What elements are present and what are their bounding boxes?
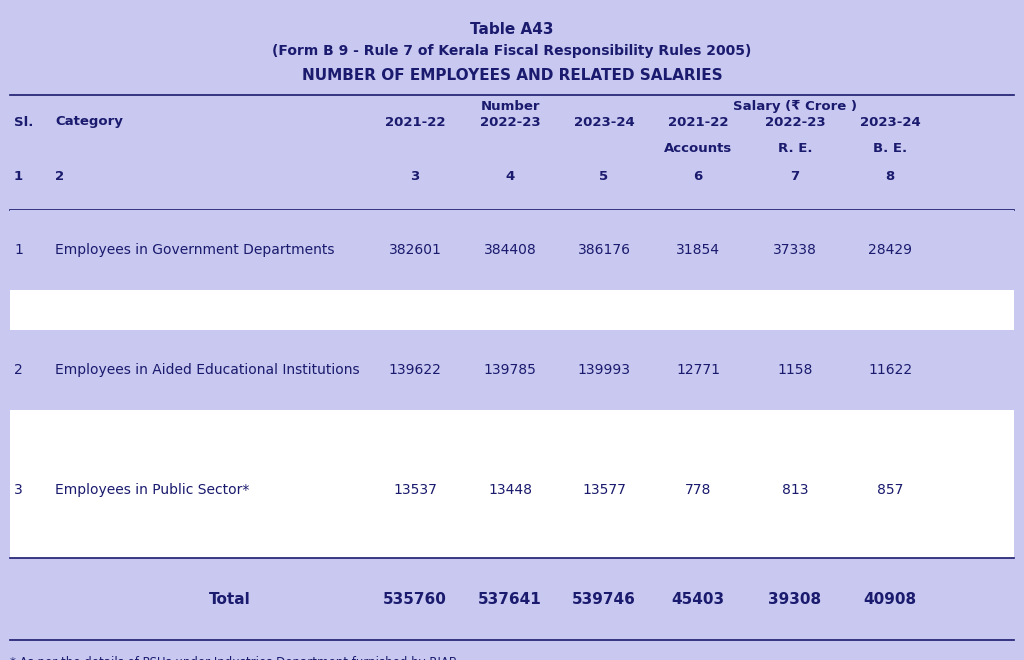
Text: 1158: 1158 bbox=[777, 363, 813, 377]
Bar bbox=[10, 530, 1014, 558]
Bar bbox=[10, 450, 1014, 530]
Text: Number: Number bbox=[480, 100, 540, 113]
Text: 2021-22: 2021-22 bbox=[385, 115, 445, 129]
Text: 139785: 139785 bbox=[483, 363, 537, 377]
Text: Table A43: Table A43 bbox=[470, 22, 554, 37]
Text: B. E.: B. E. bbox=[872, 141, 907, 154]
Text: * As per the details of PSUs under Industries Department furnished by RIAB.: * As per the details of PSUs under Indus… bbox=[10, 656, 461, 660]
Text: 7: 7 bbox=[791, 170, 800, 183]
Text: 2023-24: 2023-24 bbox=[573, 115, 635, 129]
Text: Total: Total bbox=[209, 591, 251, 607]
Text: 386176: 386176 bbox=[578, 243, 631, 257]
Text: 37338: 37338 bbox=[773, 243, 817, 257]
Text: (Form B 9 - Rule 7 of Kerala Fiscal Responsibility Rules 2005): (Form B 9 - Rule 7 of Kerala Fiscal Resp… bbox=[272, 44, 752, 58]
Text: 45403: 45403 bbox=[672, 591, 725, 607]
Text: 40908: 40908 bbox=[863, 591, 916, 607]
Text: Salary (₹ Crore ): Salary (₹ Crore ) bbox=[733, 100, 857, 113]
Text: 11622: 11622 bbox=[868, 363, 912, 377]
Text: 3: 3 bbox=[14, 483, 23, 497]
Text: 12771: 12771 bbox=[676, 363, 720, 377]
Text: 382601: 382601 bbox=[388, 243, 441, 257]
Text: 535760: 535760 bbox=[383, 591, 446, 607]
Text: 4: 4 bbox=[506, 170, 515, 183]
Text: 857: 857 bbox=[877, 483, 903, 497]
Text: 31854: 31854 bbox=[676, 243, 720, 257]
Text: 1: 1 bbox=[14, 243, 23, 257]
Text: Accounts: Accounts bbox=[664, 141, 732, 154]
Text: 3: 3 bbox=[411, 170, 420, 183]
Text: 2022-23: 2022-23 bbox=[765, 115, 825, 129]
Text: 813: 813 bbox=[781, 483, 808, 497]
Text: Employees in Aided Educational Institutions: Employees in Aided Educational Instituti… bbox=[55, 363, 359, 377]
Text: 13577: 13577 bbox=[582, 483, 626, 497]
Text: Employees in Government Departments: Employees in Government Departments bbox=[55, 243, 335, 257]
Text: 384408: 384408 bbox=[483, 243, 537, 257]
Text: 2022-23: 2022-23 bbox=[479, 115, 541, 129]
Text: 2: 2 bbox=[14, 363, 23, 377]
Text: Employees in Public Sector*: Employees in Public Sector* bbox=[55, 483, 250, 497]
Text: 139993: 139993 bbox=[578, 363, 631, 377]
Text: 778: 778 bbox=[685, 483, 712, 497]
Bar bbox=[10, 330, 1014, 410]
Text: 539746: 539746 bbox=[572, 591, 636, 607]
Text: Sl.: Sl. bbox=[14, 115, 34, 129]
Text: 5: 5 bbox=[599, 170, 608, 183]
Bar bbox=[10, 95, 1014, 210]
Text: 1: 1 bbox=[14, 170, 24, 183]
Text: 2: 2 bbox=[55, 170, 65, 183]
Text: 13537: 13537 bbox=[393, 483, 437, 497]
Text: Category: Category bbox=[55, 115, 123, 129]
Text: 2023-24: 2023-24 bbox=[859, 115, 921, 129]
Text: 39308: 39308 bbox=[768, 591, 821, 607]
Text: 6: 6 bbox=[693, 170, 702, 183]
Bar bbox=[10, 290, 1014, 330]
Text: NUMBER OF EMPLOYEES AND RELATED SALARIES: NUMBER OF EMPLOYEES AND RELATED SALARIES bbox=[302, 68, 722, 83]
Bar bbox=[10, 410, 1014, 450]
Bar bbox=[10, 558, 1014, 640]
Text: R. E.: R. E. bbox=[778, 141, 812, 154]
Text: 2021-22: 2021-22 bbox=[668, 115, 728, 129]
Text: 28429: 28429 bbox=[868, 243, 912, 257]
Text: 537641: 537641 bbox=[478, 591, 542, 607]
Bar bbox=[10, 210, 1014, 290]
Text: 13448: 13448 bbox=[488, 483, 532, 497]
Text: 139622: 139622 bbox=[388, 363, 441, 377]
Text: 8: 8 bbox=[886, 170, 895, 183]
